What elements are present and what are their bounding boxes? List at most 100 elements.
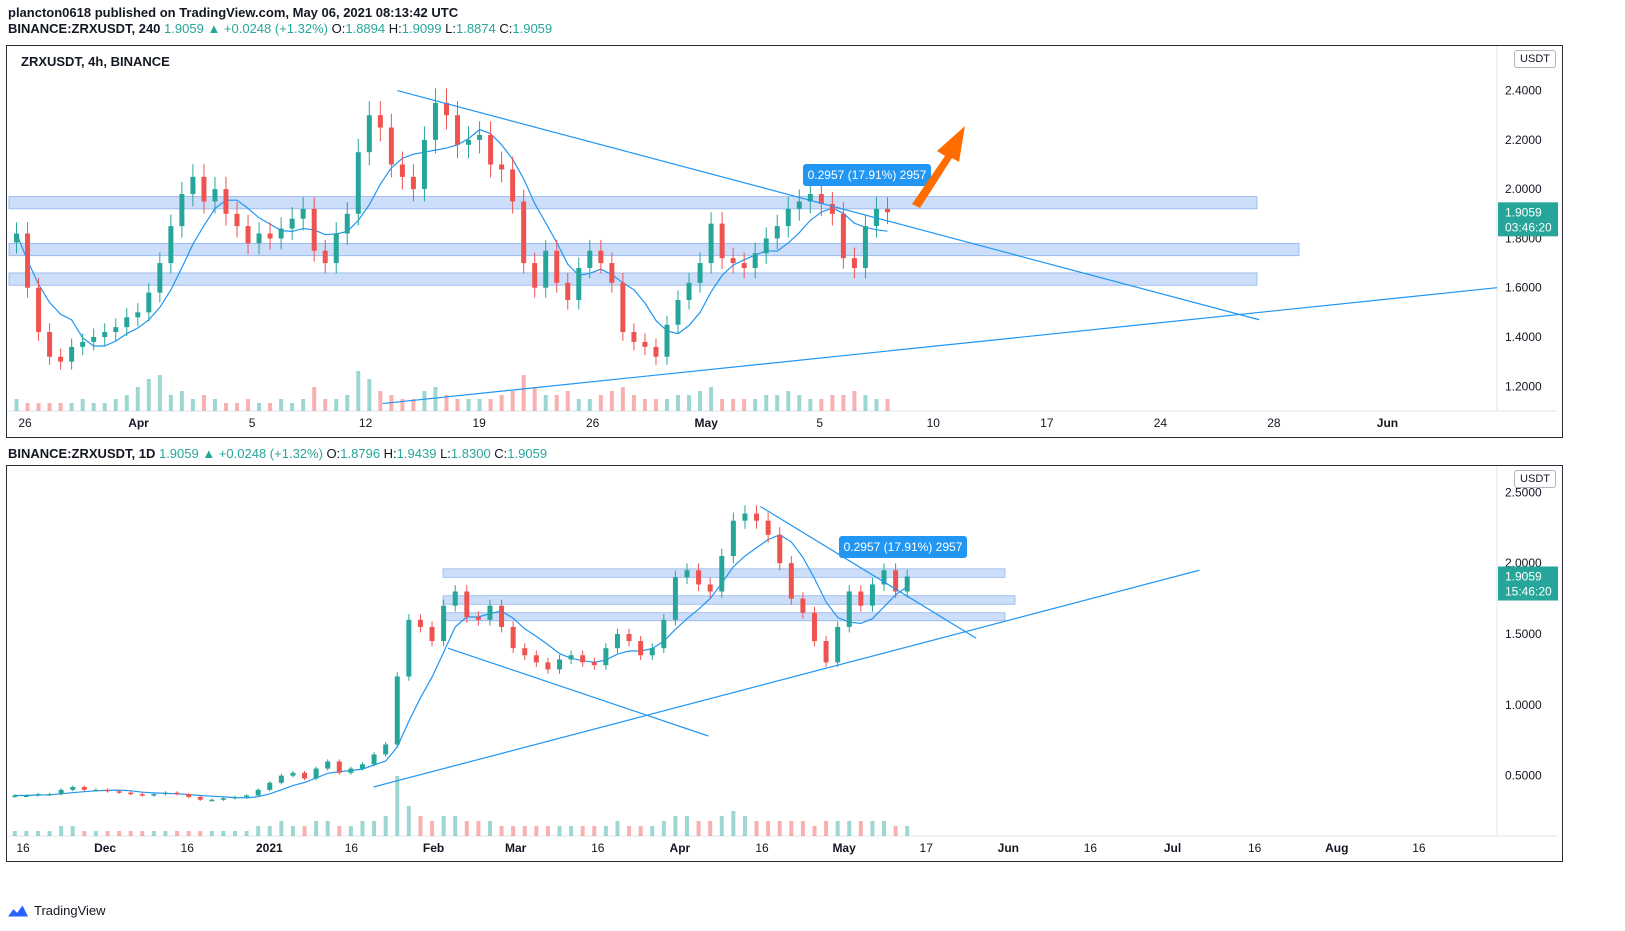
- candle-body: [23, 795, 29, 797]
- candle-body: [576, 268, 582, 301]
- open-4h: 1.8894: [345, 21, 386, 36]
- volume-bar: [140, 831, 145, 836]
- volume-bar: [345, 395, 350, 411]
- volume-bar: [91, 403, 96, 411]
- candle-body: [290, 772, 296, 776]
- candle-body: [300, 208, 306, 219]
- candle-body: [35, 794, 41, 796]
- x-tick-label: 5: [816, 416, 823, 430]
- volume-bar: [257, 403, 262, 411]
- o-label-1d: O:: [326, 446, 341, 461]
- volume-bar: [557, 826, 562, 836]
- candle-body: [223, 189, 229, 214]
- x-tick-label: 16: [591, 841, 605, 855]
- candle-body: [359, 764, 365, 769]
- candle-body: [869, 584, 875, 606]
- volume-bar: [383, 816, 388, 836]
- close-4h: 1.9059: [512, 21, 553, 36]
- candle-body: [846, 591, 852, 627]
- volume-bar: [532, 387, 537, 411]
- volume-bar: [709, 387, 714, 411]
- x-tick-label: Feb: [423, 841, 444, 855]
- x-tick-label: Mar: [505, 841, 527, 855]
- candle-body: [452, 591, 458, 606]
- volume-bar: [128, 831, 133, 836]
- candle-body: [201, 176, 207, 202]
- volume-bar: [59, 826, 64, 836]
- volume-bar: [587, 399, 592, 411]
- candle-body: [267, 782, 273, 790]
- footer-brand[interactable]: TradingView: [8, 903, 106, 918]
- chart-panel-1d[interactable]: USDT 2.5000 2.0000 1.5000 1.0000 0.5000 16 Dec…: [6, 465, 1563, 862]
- volume-bar: [543, 395, 548, 411]
- chart-panel-4h[interactable]: ZRXUSDT, 4h, BINANCE USDT 2.4000 2.2000 2.…: [6, 45, 1563, 438]
- candle-body: [638, 641, 644, 656]
- volume-bar: [14, 399, 19, 411]
- volume-bar: [378, 391, 383, 411]
- volume-bar: [824, 821, 829, 836]
- last-price-tag: [1498, 202, 1558, 237]
- volume-bar: [268, 403, 273, 411]
- currency-button-4h[interactable]: USDT: [1514, 50, 1556, 68]
- volume-bar: [337, 826, 342, 836]
- candle-body: [777, 534, 783, 564]
- currency-button-1d[interactable]: USDT: [1514, 470, 1556, 488]
- volume-bar: [201, 395, 206, 411]
- candle-body: [785, 208, 791, 227]
- candle-body: [788, 563, 794, 599]
- volume-bar: [885, 399, 890, 411]
- volume-bar: [620, 387, 625, 411]
- candle-body: [477, 134, 483, 140]
- candle-body: [102, 332, 108, 337]
- volume-bar: [12, 831, 17, 836]
- x-tick-label: 19: [472, 416, 486, 430]
- y-tick-label: 1.4000: [1505, 330, 1542, 344]
- candle-body: [835, 626, 841, 663]
- candle-body: [672, 577, 678, 620]
- volume-bar: [69, 403, 74, 411]
- trendline: [397, 89, 1260, 321]
- volume-bar: [569, 826, 574, 836]
- low-4h: 1.8874: [455, 21, 496, 36]
- volume-bar: [444, 395, 449, 411]
- volume-bar: [720, 399, 725, 411]
- volume-bar: [511, 826, 516, 836]
- candle-body: [139, 794, 145, 796]
- candle-body: [190, 176, 196, 195]
- volume-bar: [797, 395, 802, 411]
- candle-body: [851, 258, 857, 268]
- volume-bar: [847, 821, 852, 836]
- candle-body: [80, 341, 86, 347]
- orange-up-arrow-icon: [912, 126, 965, 208]
- x-tick-label: 5: [249, 416, 256, 430]
- measure-label-text: 0.2957 (17.91%) 2957: [808, 168, 927, 182]
- candle-body: [521, 201, 527, 264]
- legend-4h: BINANCE:ZRXUSDT, 240 1.9059 ▲ +0.0248 (+…: [8, 21, 552, 36]
- x-tick-label: Jun: [1377, 416, 1398, 430]
- volume-bar: [522, 826, 527, 836]
- x-tick-label: May: [695, 416, 719, 430]
- legend-1d: BINANCE:ZRXUSDT, 1D 1.9059 ▲ +0.0248 (+1…: [8, 446, 547, 461]
- change-4h: ▲ +0.0248 (+1.32%): [207, 21, 328, 36]
- trendline: [760, 505, 977, 639]
- volume-bar: [592, 826, 597, 836]
- volume-bar: [418, 816, 423, 836]
- y-tick-label: 2.0000: [1505, 182, 1542, 196]
- candle-body: [81, 787, 87, 790]
- volume-bar: [221, 831, 226, 836]
- symbol-1d[interactable]: BINANCE:ZRXUSDT, 1D: [8, 446, 156, 461]
- candle-body: [800, 598, 806, 613]
- candle-body: [543, 250, 549, 288]
- volume-bar: [870, 821, 875, 836]
- candle-body: [128, 792, 134, 795]
- volume-bar: [93, 831, 98, 836]
- volume-bar: [367, 379, 372, 411]
- candle-body: [675, 300, 681, 325]
- c-label-1d: C:: [494, 446, 508, 461]
- candle-body: [664, 324, 670, 357]
- candle-body: [383, 744, 389, 755]
- symbol-4h[interactable]: BINANCE:ZRXUSDT, 240: [8, 21, 161, 36]
- x-tick-label: 26: [586, 416, 600, 430]
- candle-body: [162, 792, 168, 795]
- x-tick-label: Aug: [1325, 841, 1348, 855]
